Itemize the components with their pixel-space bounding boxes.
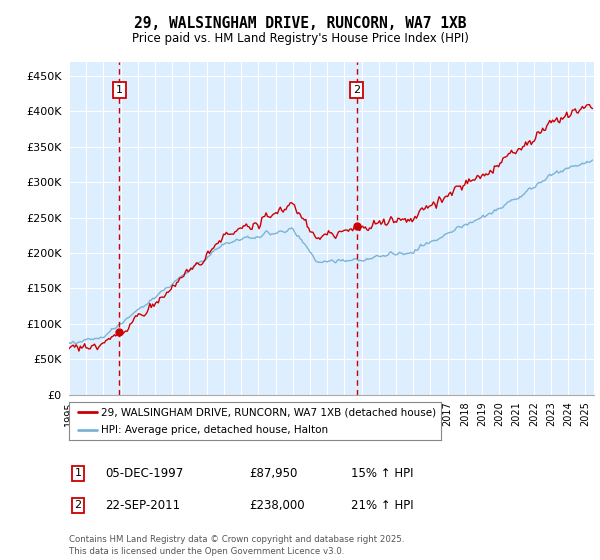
Text: Contains HM Land Registry data © Crown copyright and database right 2025.
This d: Contains HM Land Registry data © Crown c…: [69, 535, 404, 556]
Text: HPI: Average price, detached house, Halton: HPI: Average price, detached house, Halt…: [101, 425, 328, 435]
Text: 2: 2: [353, 85, 361, 95]
Text: 2: 2: [74, 500, 82, 510]
Text: 22-SEP-2011: 22-SEP-2011: [105, 498, 180, 512]
Text: 29, WALSINGHAM DRIVE, RUNCORN, WA7 1XB (detached house): 29, WALSINGHAM DRIVE, RUNCORN, WA7 1XB (…: [101, 407, 436, 417]
Text: 1: 1: [74, 468, 82, 478]
Text: £238,000: £238,000: [249, 498, 305, 512]
Text: £87,950: £87,950: [249, 466, 298, 480]
Text: Price paid vs. HM Land Registry's House Price Index (HPI): Price paid vs. HM Land Registry's House …: [131, 32, 469, 45]
Text: 05-DEC-1997: 05-DEC-1997: [105, 466, 183, 480]
Text: 21% ↑ HPI: 21% ↑ HPI: [351, 498, 413, 512]
Text: 29, WALSINGHAM DRIVE, RUNCORN, WA7 1XB: 29, WALSINGHAM DRIVE, RUNCORN, WA7 1XB: [134, 16, 466, 31]
Text: 1: 1: [116, 85, 123, 95]
Text: 15% ↑ HPI: 15% ↑ HPI: [351, 466, 413, 480]
